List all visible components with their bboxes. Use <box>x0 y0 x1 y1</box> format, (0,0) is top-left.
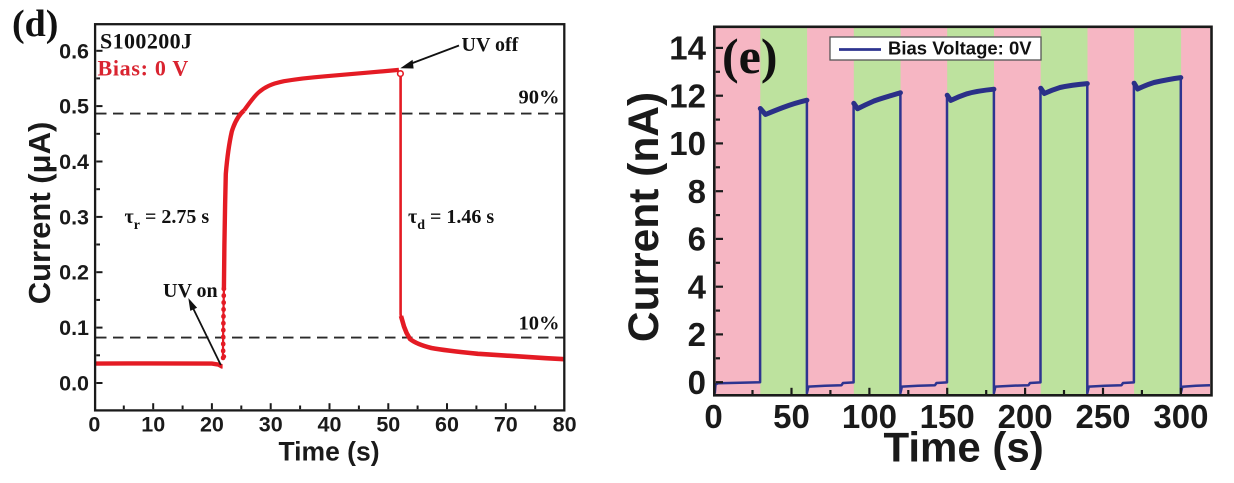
svg-text:300: 300 <box>1153 398 1208 435</box>
svg-text:8: 8 <box>688 173 706 210</box>
svg-text:0: 0 <box>88 413 100 437</box>
svg-text:0.5: 0.5 <box>59 95 89 119</box>
svg-text:0.6: 0.6 <box>59 39 89 63</box>
svg-text:0.1: 0.1 <box>59 316 89 340</box>
svg-text:S100200J: S100200J <box>100 29 192 54</box>
svg-text:2: 2 <box>688 316 706 353</box>
svg-text:Bias Voltage: 0V: Bias Voltage: 0V <box>888 38 1032 59</box>
svg-text:14: 14 <box>669 30 706 67</box>
svg-text:200: 200 <box>998 398 1053 435</box>
svg-text:UV off: UV off <box>462 34 519 56</box>
svg-text:100: 100 <box>842 398 897 435</box>
svg-text:10%: 10% <box>519 312 560 334</box>
svg-text:Time (s): Time (s) <box>278 437 379 467</box>
svg-text:Current (μA): Current (μA) <box>22 122 57 305</box>
svg-text:0.3: 0.3 <box>59 205 89 229</box>
svg-text:4: 4 <box>688 268 707 305</box>
svg-text:70: 70 <box>494 413 518 437</box>
svg-text:0.0: 0.0 <box>59 372 89 396</box>
svg-text:0: 0 <box>704 398 722 435</box>
svg-text:250: 250 <box>1075 398 1130 435</box>
svg-text:60: 60 <box>435 413 459 437</box>
svg-text:6: 6 <box>688 221 706 258</box>
svg-text:40: 40 <box>318 413 342 437</box>
svg-text:(d): (d) <box>12 3 58 45</box>
svg-text:150: 150 <box>920 398 975 435</box>
svg-text:50: 50 <box>376 413 400 437</box>
svg-text:10: 10 <box>141 413 165 437</box>
svg-text:UV on: UV on <box>163 280 218 302</box>
svg-text:30: 30 <box>259 413 283 437</box>
svg-text:0.4: 0.4 <box>59 150 89 174</box>
svg-text:20: 20 <box>200 413 224 437</box>
svg-text:50: 50 <box>773 398 810 435</box>
svg-text:90%: 90% <box>519 87 560 109</box>
svg-text:10: 10 <box>669 125 706 162</box>
svg-text:12: 12 <box>669 77 706 114</box>
svg-text:Current (nA): Current (nA) <box>621 92 668 342</box>
svg-text:Time (s): Time (s) <box>883 424 1043 471</box>
svg-text:80: 80 <box>553 413 577 437</box>
svg-text:0: 0 <box>688 364 706 401</box>
svg-text:(e): (e) <box>722 28 778 84</box>
svg-text:0.2: 0.2 <box>59 261 89 285</box>
svg-text:Bias: 0 V: Bias: 0 V <box>98 55 189 80</box>
